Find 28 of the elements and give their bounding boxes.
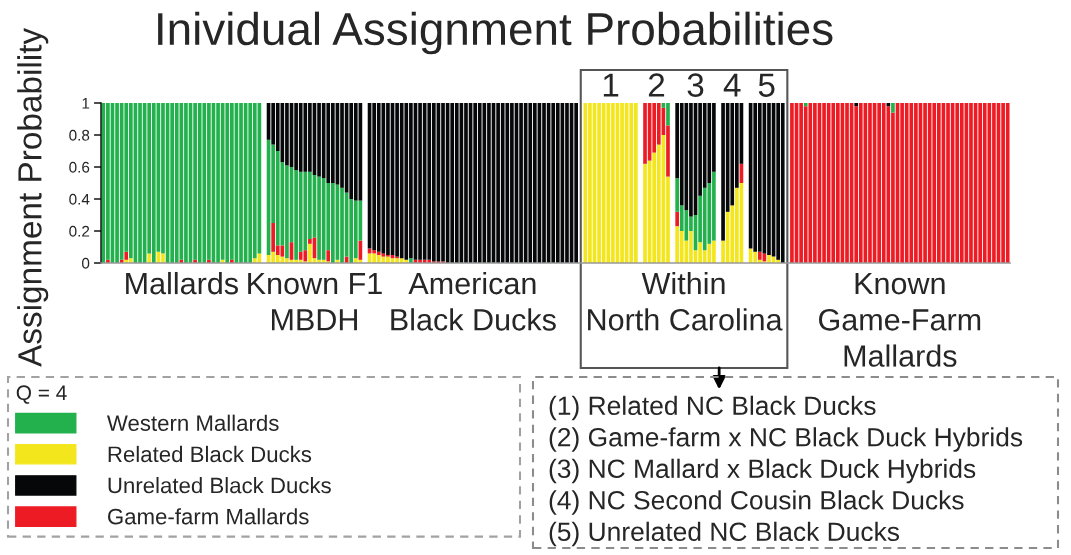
text: 3: [687, 73, 704, 97]
text: Within North Carolina: [588, 271, 783, 331]
text: (4) NC Second Cousin Black Ducks: [549, 490, 964, 515]
text: 2: [648, 73, 665, 97]
legend-label: Related Black Ducks: [108, 445, 312, 463]
text: (5) Unrelated NC Black Ducks: [549, 521, 900, 547]
text: Known F1 MBDH: [248, 273, 382, 331]
text: Mallards: [126, 271, 238, 295]
text: American Black Ducks: [391, 271, 556, 331]
text: (3) NC Mallard x Black Duck Hybrids: [549, 458, 976, 484]
y-tick-label: 0.2: [69, 225, 90, 237]
y-tick-label: 0.6: [69, 161, 90, 173]
text: (1) Related NC Black Ducks: [549, 395, 876, 421]
y-tick-label: 0.4: [69, 193, 90, 205]
legend-label: Game-farm Mallards: [108, 508, 309, 525]
text: (2) Game-farm x NC Black Duck Hybrids: [549, 427, 1023, 452]
y-axis-title: Assignment Probability: [17, 27, 49, 367]
legend-label: Western Mallards: [106, 414, 279, 431]
y-tick-label: 1: [82, 98, 90, 109]
y-tick-label: 0: [81, 257, 90, 269]
legend-title: Q = 4: [16, 385, 67, 404]
y-tick-label: 0.8: [69, 129, 90, 141]
text: 4: [723, 73, 741, 97]
text: Known Game-Farm Mallards: [819, 273, 981, 367]
legend-label: Unrelated Black Ducks: [108, 476, 331, 494]
text: 1: [603, 73, 619, 97]
text: 5: [758, 73, 775, 97]
chart-title: Inividual Assignment Probabilities: [158, 11, 833, 55]
